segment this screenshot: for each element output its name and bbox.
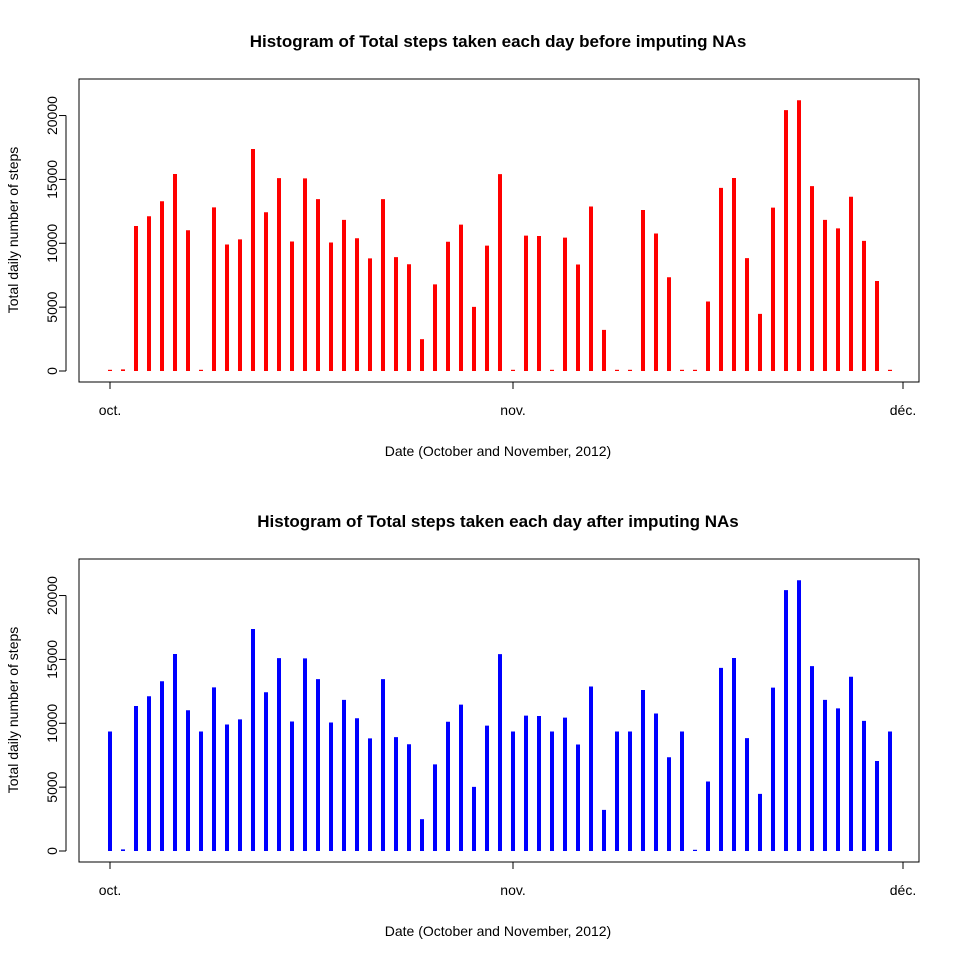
y-axis-label: Total daily number of steps: [5, 627, 21, 794]
x-tick-label: oct.: [99, 402, 122, 418]
x-tick-label: déc.: [890, 882, 916, 898]
chart-title: Histogram of Total steps taken each day …: [250, 32, 747, 51]
x-axis: oct. nov. déc.: [99, 382, 916, 418]
y-tick-label: 10000: [44, 704, 60, 743]
x-tick-label: nov.: [500, 402, 525, 418]
y-axis: 0 5000 10000 15000 20000: [44, 96, 67, 375]
x-axis-label: Date (October and November, 2012): [385, 443, 611, 459]
chart-panel-before: Histogram of Total steps taken each day …: [5, 32, 920, 459]
plot-box: [78, 78, 920, 383]
y-tick-label: 15000: [44, 160, 60, 199]
y-tick-label: 0: [44, 367, 60, 375]
y-tick-label: 20000: [44, 96, 60, 135]
x-tick-label: nov.: [500, 882, 525, 898]
y-tick-label: 20000: [44, 576, 60, 615]
x-tick-label: oct.: [99, 882, 122, 898]
x-tick-label: déc.: [890, 402, 916, 418]
plot-box: [78, 558, 920, 863]
y-tick-label: 10000: [44, 224, 60, 263]
y-tick-label: 15000: [44, 640, 60, 679]
chart-title: Histogram of Total steps taken each day …: [257, 512, 738, 531]
x-axis: oct. nov. déc.: [99, 862, 916, 898]
y-tick-label: 5000: [44, 291, 60, 322]
y-axis: 0 5000 10000 15000 20000: [44, 576, 67, 855]
x-axis-label: Date (October and November, 2012): [385, 923, 611, 939]
bar-series: [108, 580, 892, 851]
bar-series: [108, 100, 892, 371]
y-axis-label: Total daily number of steps: [5, 147, 21, 314]
y-tick-label: 0: [44, 847, 60, 855]
y-tick-label: 5000: [44, 771, 60, 802]
chart-panel-after: Histogram of Total steps taken each day …: [5, 512, 920, 939]
